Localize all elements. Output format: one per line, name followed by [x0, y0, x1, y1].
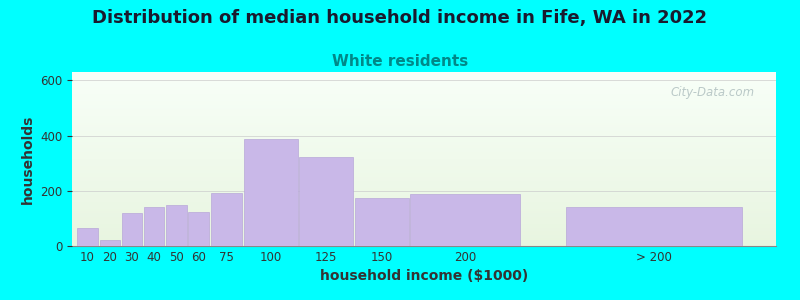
Bar — [166, 205, 186, 246]
Bar — [99, 240, 120, 246]
Bar — [188, 212, 209, 246]
Text: City-Data.com: City-Data.com — [670, 86, 755, 99]
Bar — [78, 228, 98, 246]
Bar — [299, 157, 353, 246]
Bar — [355, 198, 409, 246]
Y-axis label: households: households — [21, 114, 34, 204]
Bar — [244, 139, 298, 246]
Bar — [144, 206, 164, 246]
Text: White residents: White residents — [332, 54, 468, 69]
Text: Distribution of median household income in Fife, WA in 2022: Distribution of median household income … — [93, 9, 707, 27]
Bar — [410, 194, 520, 246]
Bar — [210, 193, 242, 246]
X-axis label: household income ($1000): household income ($1000) — [320, 269, 528, 284]
Bar — [566, 206, 742, 246]
Bar — [122, 213, 142, 246]
